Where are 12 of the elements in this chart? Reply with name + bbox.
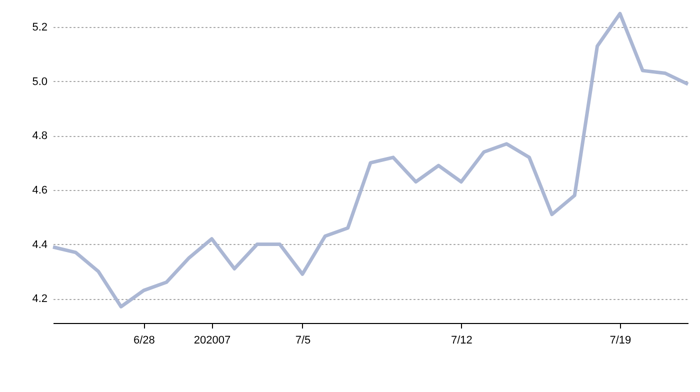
x-tick-label: 7/12 bbox=[451, 334, 472, 346]
x-tick-label: 6/28 bbox=[134, 334, 155, 346]
x-tick-label: 7/5 bbox=[295, 334, 311, 346]
y-tick-label: 4.8 bbox=[32, 130, 48, 142]
y-tick-label: 4.4 bbox=[32, 238, 48, 251]
x-tick-label: 7/19 bbox=[610, 334, 632, 346]
y-tick-label: 5.2 bbox=[32, 22, 48, 34]
y-tick-label: 4.2 bbox=[32, 293, 48, 306]
y-tick-label: 5.0 bbox=[32, 76, 48, 88]
y-tick-label: 4.6 bbox=[32, 184, 48, 196]
line-series bbox=[51, 12, 690, 308]
x-tick-label: 202007 bbox=[194, 334, 231, 346]
